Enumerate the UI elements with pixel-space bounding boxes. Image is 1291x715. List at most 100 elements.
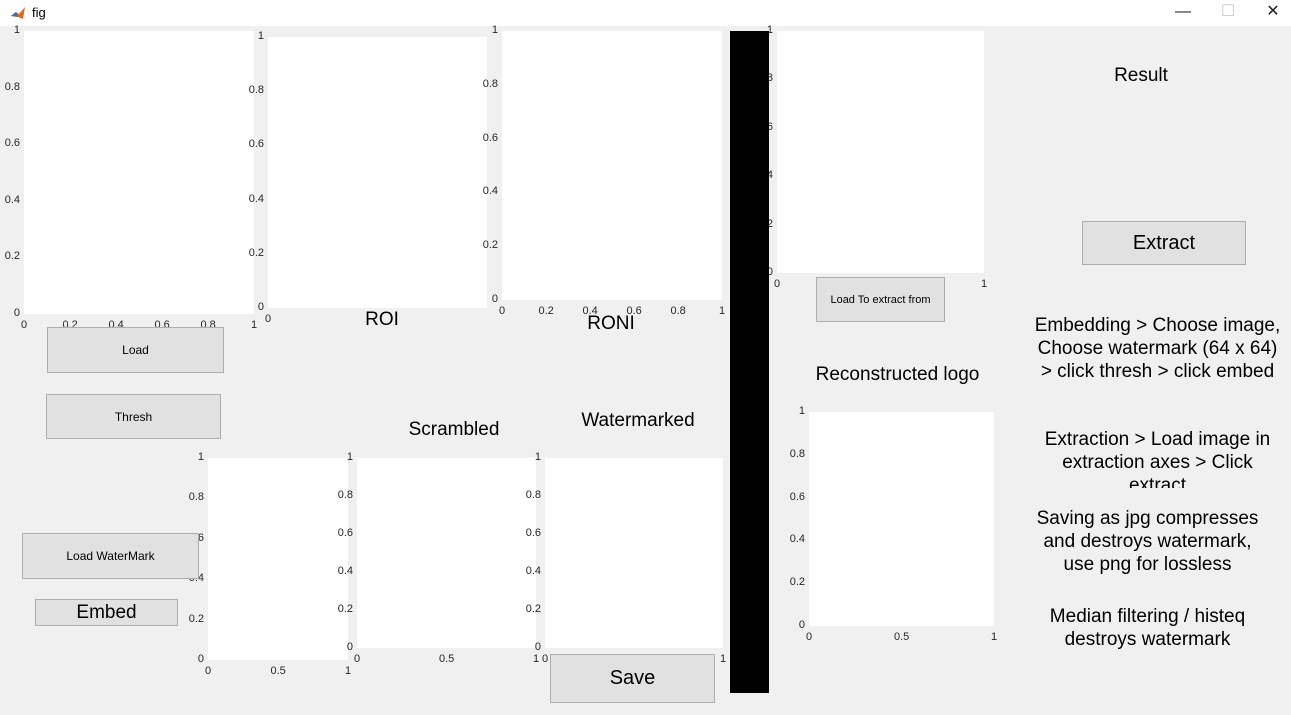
y-tick-label: 0.6 (789, 490, 805, 503)
thresh-button[interactable]: Thresh (46, 394, 221, 439)
close-icon[interactable]: ✕ (1266, 3, 1280, 20)
saving-note: Saving as jpg compresses and destroys wa… (1015, 507, 1280, 577)
filtering-line: Median filtering / histeq (1049, 606, 1246, 627)
saving-line: use png for lossless (1063, 554, 1232, 575)
save-button[interactable]: Save (550, 654, 715, 703)
x-tick-label: 0 (21, 319, 28, 331)
extraction-line: extract (1128, 475, 1187, 488)
input-image-axes: 0 0.2 0.4 0.6 0.8 1 0 0.2 0.4 0.6 0.8 1 (5, 24, 257, 331)
x-tick-label: 1 (991, 631, 998, 643)
y-tick-label: 1 (197, 451, 204, 463)
y-tick-label: 0 (491, 293, 498, 305)
x-tick-label: 0.4 (582, 305, 598, 317)
roi-axes: 0 0.2 0.4 0.6 0.8 1 0 (249, 30, 487, 325)
embed-button[interactable]: Embed (35, 599, 178, 626)
y-tick-label: 0 (13, 307, 20, 319)
x-tick-label: 0.5 (270, 665, 286, 677)
load-to-extract-button[interactable]: Load To extract from (816, 277, 945, 322)
watermarked-axes: 0 0.2 0.4 0.6 0.8 1 0 1 (526, 451, 726, 665)
y-tick-label: 1 (13, 24, 20, 36)
extract-button[interactable]: Extract (1082, 221, 1246, 265)
x-tick-label: 0 (542, 653, 549, 665)
y-tick-label: 0.8 (789, 447, 805, 460)
y-tick-label: 0.2 (525, 603, 541, 615)
x-tick-label: 0 (806, 631, 813, 643)
y-tick-label: 0.4 (248, 192, 264, 205)
y-tick-label: 1 (346, 451, 353, 463)
plot-area (24, 31, 254, 314)
saving-line: Saving as jpg compresses (1036, 508, 1259, 529)
y-tick-label: 0.4 (789, 533, 805, 546)
y-tick-label: 0.8 (188, 491, 204, 504)
roni-title: RONI (587, 313, 635, 334)
plot-area (777, 31, 984, 273)
result-label: Result (1114, 65, 1168, 86)
plot-area (357, 458, 536, 648)
plot-area (268, 37, 487, 308)
y-tick-label: 0.4 (337, 565, 353, 577)
load-watermark-button[interactable]: Load WaterMark (22, 533, 199, 579)
x-tick-label: 1 (533, 653, 540, 665)
y-tick-label: 1 (257, 30, 264, 42)
embedding-line: Choose watermark (64 x 64) (1037, 338, 1278, 359)
reconstructed-logo-axes: 0 0.2 0.4 0.6 0.8 1 0 0.5 1 (790, 405, 997, 643)
plot-area (208, 458, 348, 660)
x-tick-label: 0.2 (538, 305, 554, 317)
y-tick-label: 0.8 (337, 489, 353, 501)
plot-area (502, 31, 722, 300)
x-tick-label: 0 (205, 665, 212, 677)
scrambled-axes: 0 0.2 0.4 0.6 0.8 1 0 0.5 1 (338, 451, 539, 665)
reconstructed-logo-title: Reconstructed logo (815, 364, 980, 385)
extraction-line: Extraction > Load image in (1044, 429, 1271, 450)
y-tick-label: 1 (766, 24, 773, 36)
x-tick-label: 0 (499, 305, 506, 317)
x-tick-label: 1 (719, 305, 726, 317)
saving-line: and destroys watermark, (1043, 531, 1252, 552)
filtering-line: destroys watermark (1064, 629, 1231, 650)
extraction-instructions: Extraction > Load image in extraction ax… (1015, 428, 1291, 488)
embedding-line: Embedding > Choose image, (1034, 315, 1281, 336)
matlab-icon (11, 7, 25, 19)
roni-axes: 0 0.2 0.4 0.6 0.8 1 0 0.2 0.4 0.6 0.8 1 (483, 24, 725, 317)
x-tick-label: 1 (345, 665, 352, 677)
y-tick-label: 0.2 (789, 576, 805, 589)
y-tick-label: 0 (766, 266, 773, 278)
x-tick-label: 1 (981, 278, 988, 290)
y-tick-label: 0.4 (525, 565, 541, 577)
plot-area (545, 458, 723, 648)
y-tick-label: 0.2 (248, 246, 264, 259)
x-tick-label: 1 (720, 653, 727, 665)
embedding-instructions: Embedding > Choose image, Choose waterma… (1015, 314, 1291, 384)
y-tick-label: 0 (346, 641, 353, 653)
y-tick-label: 0.6 (4, 137, 20, 150)
y-tick-label: 0.6 (525, 527, 541, 539)
maximize-icon[interactable]: ☐ (1220, 3, 1236, 20)
roi-title: ROI (365, 309, 399, 330)
watermarked-title: Watermarked (581, 410, 695, 431)
x-tick-label: 0.5 (894, 631, 910, 643)
x-tick-label: 0.5 (439, 653, 455, 665)
y-tick-label: 1 (534, 451, 541, 463)
load-button[interactable]: Load (47, 327, 224, 373)
y-tick-label: 0 (798, 619, 805, 631)
x-tick-label: 0 (354, 653, 361, 665)
x-tick-label: 0.8 (670, 305, 686, 317)
y-tick-label: 0.8 (248, 84, 264, 97)
y-tick-label: 0.2 (337, 603, 353, 615)
x-tick-label: 0 (265, 313, 272, 325)
plot-area (809, 412, 994, 626)
y-tick-label: 0.8 (525, 489, 541, 501)
y-tick-label: 0.2 (188, 612, 204, 625)
y-tick-label: 0 (197, 653, 204, 665)
divider-panel (730, 31, 769, 693)
y-tick-label: 0.6 (337, 527, 353, 539)
filtering-note: Median filtering / histeq destroys water… (1015, 605, 1280, 653)
y-tick-label: 0.4 (482, 185, 498, 198)
minimize-icon[interactable]: — (1175, 3, 1191, 20)
scrambled-title: Scrambled (408, 419, 500, 440)
y-tick-label: 1 (798, 405, 805, 417)
window-title: fig (32, 5, 46, 20)
y-tick-label: 0.8 (4, 80, 20, 93)
x-tick-label: 1 (251, 319, 258, 331)
